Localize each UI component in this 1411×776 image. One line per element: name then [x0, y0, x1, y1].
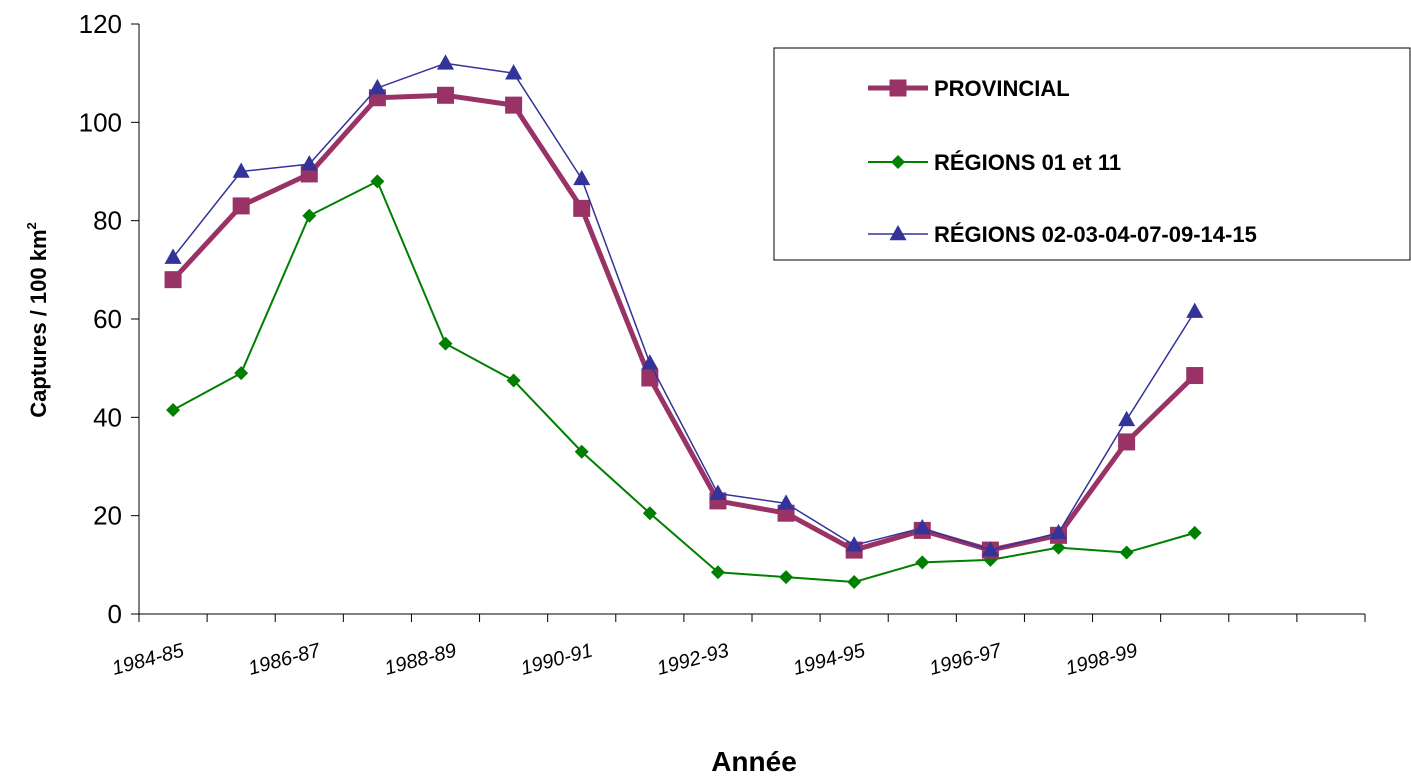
diamond-marker: [915, 555, 930, 570]
y-tick-label: 80: [93, 206, 122, 236]
triangle-marker: [777, 494, 795, 510]
diamond-marker: [166, 402, 181, 417]
triangle-marker: [889, 225, 907, 241]
y-tick-label: 60: [93, 304, 122, 334]
y-axis-title-text: Captures / 100 km: [26, 229, 51, 417]
square-marker: [1186, 367, 1204, 385]
legend-box: [773, 47, 1411, 261]
y-tick-label: 100: [79, 107, 122, 137]
square-marker: [437, 86, 454, 104]
triangle-marker: [913, 518, 931, 535]
triangle-marker: [573, 169, 591, 186]
triangle-marker: [845, 536, 863, 552]
square-marker: [164, 271, 182, 289]
triangle-marker: [981, 541, 999, 557]
square-marker: [573, 199, 591, 217]
diamond-marker: [438, 336, 453, 351]
diamond-marker: [506, 373, 521, 388]
y-axis-title: Captures / 100 km2: [24, 222, 51, 418]
series-triangle: [164, 54, 1204, 557]
triangle-marker: [300, 155, 318, 171]
x-tick-label: 1996-97: [927, 639, 1004, 679]
x-tick-label: 1990-91: [518, 640, 595, 680]
y-tick-label: 0: [108, 599, 122, 629]
triangle-marker: [232, 162, 250, 178]
diamond-marker: [642, 506, 657, 521]
triangle-marker: [436, 54, 455, 70]
diamond-marker: [302, 208, 317, 223]
series-line: [171, 92, 1197, 553]
series-line: [172, 62, 1196, 551]
diamond-marker: [1051, 540, 1066, 555]
legend: PROVINCIAL RÉGIONS 01 et 11 RÉGIONS 02-03-…: [773, 47, 1411, 261]
diamond-marker: [234, 366, 249, 381]
legend-label: PROVINCIAL: [934, 76, 1070, 101]
series-layer: [164, 54, 1204, 590]
series-diamond: [166, 174, 1202, 590]
y-tick-label: 40: [93, 402, 122, 432]
triangle-marker: [641, 354, 659, 370]
x-tick-label: 1988-89: [382, 640, 459, 680]
square-marker: [889, 79, 907, 97]
triangle-marker: [505, 64, 523, 80]
y-axis-title-group: Captures / 100 km2: [24, 222, 51, 418]
legend-label: RÉGIONS 01 et 11: [934, 150, 1121, 175]
legend-label: RÉGIONS 02-03-04-07-09-14-15: [934, 222, 1257, 247]
y-tick-label: 20: [93, 501, 122, 531]
x-tick-label: 1984-85: [110, 639, 187, 679]
x-tick-label: 1986-87: [246, 639, 323, 679]
series-line: [172, 180, 1195, 584]
x-tick-label: 1998-99: [1063, 640, 1140, 680]
diamond-marker: [1119, 545, 1134, 560]
diamond-marker: [574, 444, 589, 459]
y-tick-label: 120: [79, 9, 122, 39]
triangle-marker: [1049, 523, 1068, 540]
square-marker: [1118, 433, 1136, 451]
triangle-marker: [164, 248, 182, 264]
x-tick-label: 1994-95: [791, 639, 868, 679]
diamond-marker: [891, 155, 905, 169]
x-tick-label: 1992-93: [655, 640, 732, 680]
diamond-marker: [370, 174, 385, 189]
triangle-marker: [1118, 410, 1136, 427]
triangle-marker: [709, 484, 727, 500]
diamond-marker: [1187, 525, 1202, 540]
square-marker: [232, 197, 250, 215]
triangle-marker: [368, 78, 386, 95]
x-axis-title: Année: [711, 746, 797, 776]
diamond-marker: [710, 565, 725, 580]
triangle-marker: [1186, 302, 1204, 318]
square-marker: [505, 96, 523, 114]
y-axis-title-superscript: 2: [24, 222, 39, 229]
diamond-marker: [847, 575, 862, 590]
diamond-marker: [779, 570, 794, 585]
